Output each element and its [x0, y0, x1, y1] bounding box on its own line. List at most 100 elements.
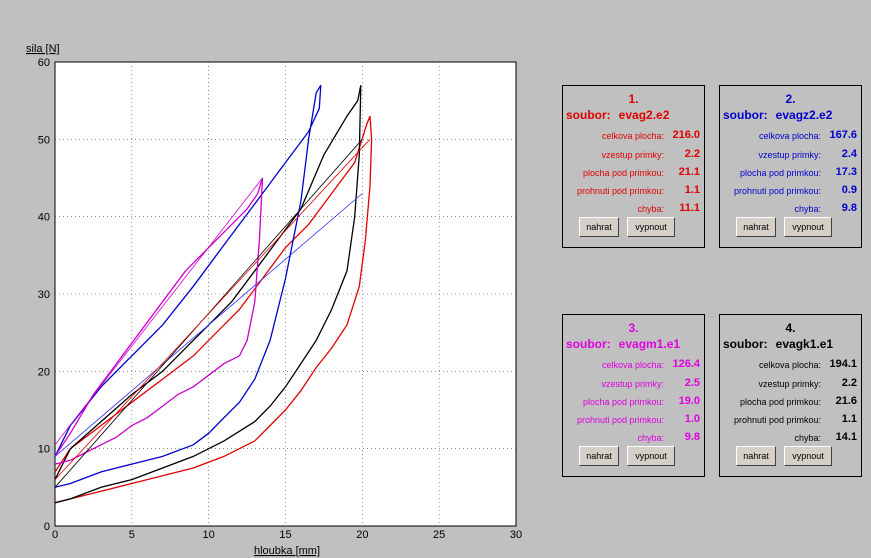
- stat-row: vzestup primky: 2.5: [565, 376, 700, 392]
- series-line: [54, 115, 373, 504]
- stat-label: celkova plocha:: [601, 131, 664, 141]
- stat-label: chyba:: [794, 204, 821, 214]
- stat-row: vzestup primky: 2.2: [565, 147, 700, 163]
- stat-value: 194.1: [829, 358, 857, 370]
- stat-value: 17.3: [835, 166, 857, 178]
- axis-ticks: 0 5 10 15 20 25 30 0 10 20 30 40 50 60: [38, 57, 522, 541]
- stat-label: celkova plocha:: [758, 131, 821, 141]
- x-tick-label: 20: [356, 529, 368, 541]
- nahrat-button[interactable]: nahrat: [736, 446, 776, 466]
- stat-label: prohnuti pod primkou:: [733, 186, 821, 196]
- y-tick-label: 60: [38, 57, 50, 69]
- stat-row: prohnuti pod primkou: 1.1: [722, 412, 857, 428]
- stat-value: 2.5: [684, 377, 700, 389]
- stat-value: 167.6: [829, 129, 857, 141]
- y-tick-label: 40: [38, 212, 50, 224]
- stat-row: prohnuti pod primkou: 1.0: [565, 412, 700, 428]
- stat-value: 11.1: [679, 202, 700, 214]
- stat-label: plocha pod primkou:: [739, 168, 821, 178]
- stat-value: 1.1: [684, 184, 700, 196]
- stat-value: 0.9: [841, 184, 857, 196]
- nahrat-button[interactable]: nahrat: [579, 217, 619, 237]
- stat-label: chyba:: [794, 433, 821, 443]
- stat-row: plocha pod primkou: 21.6: [722, 394, 857, 410]
- stat-label: prohnuti pod primkou:: [576, 186, 664, 196]
- stat-label: plocha pod primkou:: [582, 168, 664, 178]
- stat-value: 126.4: [672, 358, 700, 370]
- panel-number: 2.: [785, 92, 796, 106]
- vypnout-button[interactable]: vypnout: [627, 217, 675, 237]
- grid: [55, 62, 516, 526]
- stat-row: chyba: 14.1: [722, 430, 857, 446]
- stat-row: chyba: 9.8: [722, 201, 857, 217]
- stat-row: celkova plocha: 126.4: [565, 357, 700, 373]
- vypnout-button[interactable]: vypnout: [784, 217, 832, 237]
- stat-value: 1.1: [841, 413, 857, 425]
- series-group: [54, 84, 373, 504]
- x-tick-label: 15: [279, 529, 291, 541]
- stat-value: 21.1: [678, 166, 700, 178]
- x-axis-label: hloubka [mm]: [254, 545, 320, 557]
- regression-line: [54, 139, 371, 480]
- stat-row: chyba: 11.1: [565, 201, 700, 217]
- stat-value: 19.0: [678, 395, 700, 407]
- vypnout-button[interactable]: vypnout: [784, 446, 832, 466]
- soubor-row: soubor: evag2.e2: [566, 108, 701, 122]
- stat-value: 9.8: [841, 202, 857, 214]
- stat-row: vzestup primky: 2.2: [722, 376, 857, 392]
- file-name: evagz2.e2: [775, 108, 833, 122]
- file-name: evagk1.e1: [775, 337, 834, 351]
- stat-label: celkova plocha:: [758, 360, 821, 370]
- stat-label: chyba:: [637, 433, 664, 443]
- stat-value: 1.0: [684, 413, 700, 425]
- stat-label: vzestup primky:: [758, 150, 821, 160]
- series-line: [54, 85, 362, 504]
- stat-row: celkova plocha: 167.6: [722, 128, 857, 144]
- stat-label: celkova plocha:: [601, 360, 664, 370]
- soubor-row: soubor: evagk1.e1: [723, 337, 858, 351]
- soubor-row: soubor: evagm1.e1: [566, 337, 701, 351]
- stat-label: chyba:: [637, 204, 664, 214]
- stat-label: plocha pod primkou:: [582, 397, 664, 407]
- file-panel-4: 4. soubor: evagk1.e1 celkova plocha: 194.1…: [719, 314, 862, 477]
- soubor-row: soubor: evagz2.e2: [723, 108, 858, 122]
- stat-row: prohnuti pod primkou: 0.9: [722, 183, 857, 199]
- file-name: evag2.e2: [618, 108, 670, 122]
- stat-value: 21.6: [835, 395, 857, 407]
- stat-row: plocha pod primkou: 17.3: [722, 165, 857, 181]
- nahrat-button[interactable]: nahrat: [736, 217, 776, 237]
- y-tick-label: 30: [38, 289, 50, 301]
- panel-number: 3.: [628, 321, 639, 335]
- stat-value: 2.2: [684, 148, 700, 160]
- nahrat-button[interactable]: nahrat: [579, 446, 619, 466]
- stat-label: vzestup primky:: [601, 379, 664, 389]
- stat-label: vzestup primky:: [758, 379, 821, 389]
- stat-row: plocha pod primkou: 21.1: [565, 165, 700, 181]
- y-tick-label: 10: [38, 444, 50, 456]
- soubor-label: soubor:: [723, 337, 768, 351]
- stat-row: vzestup primky: 2.4: [722, 147, 857, 163]
- x-tick-label: 5: [129, 529, 135, 541]
- stat-value: 2.4: [841, 148, 857, 160]
- series-line: [54, 84, 322, 488]
- stat-value: 9.8: [684, 431, 700, 443]
- file-name: evagm1.e1: [618, 337, 681, 351]
- stat-label: plocha pod primkou:: [739, 397, 821, 407]
- stat-value: 2.2: [841, 377, 857, 389]
- stat-value: 14.1: [835, 431, 857, 443]
- regression-line: [54, 177, 263, 446]
- y-tick-label: 0: [44, 521, 50, 533]
- stat-label: vzestup primky:: [601, 150, 664, 160]
- y-axis-label: sila [N]: [26, 43, 60, 55]
- y-tick-label: 20: [38, 366, 50, 378]
- stat-value: 216.0: [672, 129, 700, 141]
- stat-row: prohnuti pod primkou: 1.1: [565, 183, 700, 199]
- panel-number: 4.: [785, 321, 796, 335]
- file-panel-1: 1. soubor: evag2.e2 celkova plocha: 216.0 …: [562, 85, 705, 248]
- series-line: [54, 177, 264, 465]
- soubor-label: soubor:: [723, 108, 768, 122]
- stat-row: chyba: 9.8: [565, 430, 700, 446]
- stat-row: celkova plocha: 194.1: [722, 357, 857, 373]
- vypnout-button[interactable]: vypnout: [627, 446, 675, 466]
